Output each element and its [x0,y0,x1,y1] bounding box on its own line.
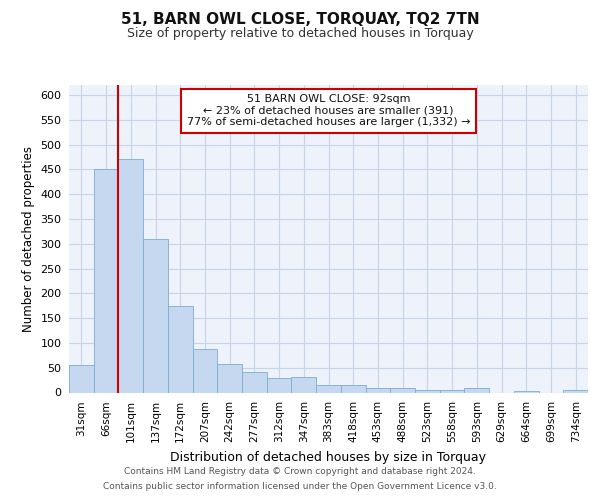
Bar [365,388,390,392]
Bar [341,385,365,392]
Y-axis label: Number of detached properties: Number of detached properties [22,146,35,332]
Bar [464,388,489,392]
Bar [415,390,440,392]
Bar [514,390,539,392]
Bar [390,388,415,392]
Bar [267,378,292,392]
Text: 51 BARN OWL CLOSE: 92sqm
← 23% of detached houses are smaller (391)
77% of semi-: 51 BARN OWL CLOSE: 92sqm ← 23% of detach… [187,94,470,128]
Text: Size of property relative to detached houses in Torquay: Size of property relative to detached ho… [127,28,473,40]
Bar [143,239,168,392]
Bar [94,170,118,392]
Bar [242,372,267,392]
Text: Contains HM Land Registry data © Crown copyright and database right 2024.: Contains HM Land Registry data © Crown c… [124,467,476,476]
Bar [168,306,193,392]
Bar [217,364,242,392]
Text: Contains public sector information licensed under the Open Government Licence v3: Contains public sector information licen… [103,482,497,491]
Bar [316,385,341,392]
Bar [563,390,588,392]
Bar [193,349,217,393]
Bar [118,160,143,392]
Bar [440,390,464,392]
Bar [292,376,316,392]
Bar [69,365,94,392]
X-axis label: Distribution of detached houses by size in Torquay: Distribution of detached houses by size … [170,450,487,464]
Text: 51, BARN OWL CLOSE, TORQUAY, TQ2 7TN: 51, BARN OWL CLOSE, TORQUAY, TQ2 7TN [121,12,479,28]
